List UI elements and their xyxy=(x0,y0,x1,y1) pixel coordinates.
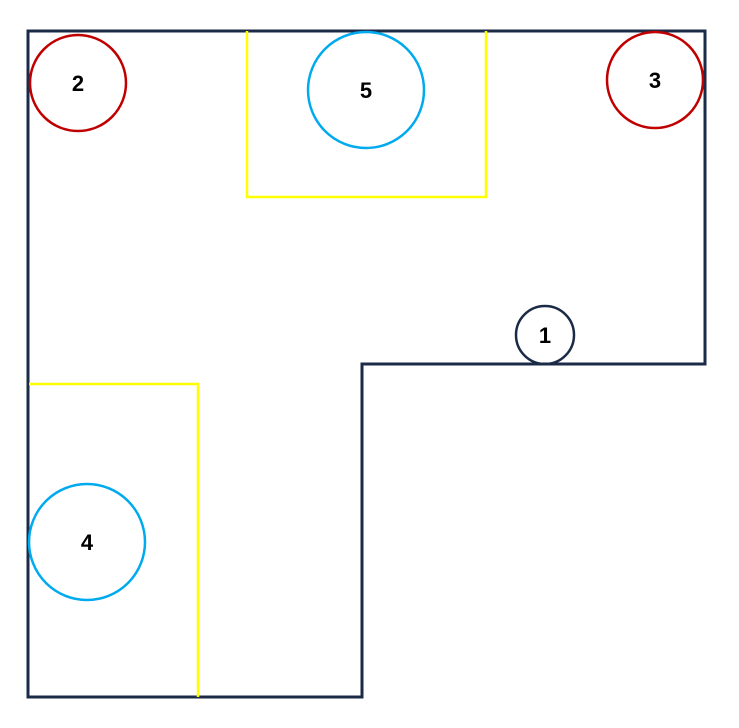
marker-2-label: 2 xyxy=(72,71,84,96)
zone-top xyxy=(245,31,488,199)
marker-2: 2 xyxy=(28,33,128,133)
room-outline xyxy=(26,29,707,699)
marker-3: 3 xyxy=(605,30,705,130)
zone-bottom-left xyxy=(29,382,200,697)
marker-4: 4 xyxy=(27,482,147,602)
marker-3-circle xyxy=(605,30,705,130)
marker-2-circle xyxy=(28,33,128,133)
marker-1-circle xyxy=(514,304,576,366)
marker-1-label: 1 xyxy=(539,323,551,348)
marker-5: 5 xyxy=(306,30,426,150)
marker-5-circle xyxy=(306,30,426,150)
marker-4-circle xyxy=(27,482,147,602)
marker-5-label: 5 xyxy=(360,78,372,103)
marker-3-label: 3 xyxy=(649,68,661,93)
marker-1: 1 xyxy=(514,304,576,366)
marker-4-label: 4 xyxy=(81,530,94,555)
